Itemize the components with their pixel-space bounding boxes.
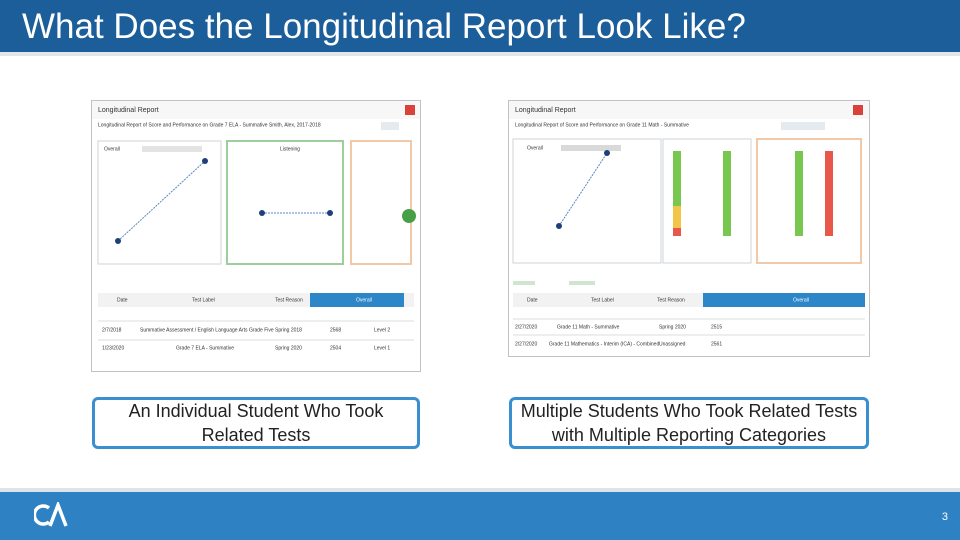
page-number: 3: [941, 511, 948, 523]
category-card: [756, 138, 862, 264]
report-subtitle: Longitudinal Report of Score and Perform…: [98, 122, 321, 128]
window-header: [509, 101, 869, 119]
point: [202, 158, 208, 164]
cell: Grade 11 Mathematics - Interim (ICA) - C…: [549, 341, 659, 347]
column-header: Date: [117, 297, 128, 303]
footer-rule: [0, 488, 960, 492]
title-rule: [0, 52, 960, 56]
point: [259, 210, 265, 216]
next-card: [350, 140, 412, 265]
score-toggle: [142, 146, 202, 152]
cell: Grade 7 ELA - Summative: [176, 345, 234, 351]
overall-header: [310, 293, 404, 307]
listening-card: [226, 140, 344, 265]
window-header: [92, 101, 420, 119]
bar-segment: [825, 151, 833, 236]
column-header: Overall: [793, 297, 809, 303]
point: [556, 223, 562, 229]
cell: 2568: [330, 327, 341, 333]
bar-segment: [673, 228, 681, 236]
caption: An Individual Student Who Took Related T…: [92, 397, 420, 449]
cell: 2/27/2020: [515, 341, 537, 347]
trend-line: [558, 152, 608, 227]
column-header: Test Label: [192, 297, 215, 303]
cell: Unassigned: [659, 341, 686, 347]
caption: Multiple Students Who Took Related Tests…: [509, 397, 869, 449]
legend-swatch: [513, 281, 535, 285]
slide-title: What Does the Longitudinal Report Look L…: [22, 7, 746, 46]
tab-label: Listening: [280, 146, 300, 152]
logo: [34, 502, 68, 527]
cell: Summative Assessment / English Language …: [140, 327, 274, 333]
column-header: Date: [527, 297, 538, 303]
close-button: [405, 105, 415, 115]
point: [604, 150, 610, 156]
window-title: Longitudinal Report: [98, 107, 159, 114]
cell: Spring 2018: [275, 327, 302, 333]
tab-label: Overall: [104, 146, 120, 152]
cell: Spring 2020: [275, 345, 302, 351]
tab-label: Overall: [527, 145, 543, 151]
footer-bar: 3: [0, 492, 960, 540]
column-header: Test Label: [591, 297, 614, 303]
cell: 2/7/2018: [102, 327, 122, 333]
column-header: Test Reason: [657, 297, 685, 303]
overall-card: [512, 138, 662, 264]
cell: Level 1: [374, 345, 390, 351]
cell: Grade 11 Math - Summative: [557, 324, 620, 330]
score-toggle: [561, 145, 621, 151]
cell: Spring 2020: [659, 324, 686, 330]
cell: 2504: [330, 345, 341, 351]
bar-segment: [673, 151, 681, 206]
cell: Level 2: [374, 327, 390, 333]
logo-c: [34, 504, 51, 526]
point: [327, 210, 333, 216]
cell: 2561: [711, 341, 722, 347]
report-subtitle: Longitudinal Report of Score and Perform…: [515, 122, 689, 128]
bar-segment: [723, 151, 731, 236]
screenshot-multiple: Longitudinal Report Longitudinal Report …: [508, 100, 870, 357]
point: [115, 238, 121, 244]
title-bar: What Does the Longitudinal Report Look L…: [0, 0, 960, 52]
bar-segment: [673, 206, 681, 228]
menu-icon: [781, 122, 825, 130]
window-title: Longitudinal Report: [515, 107, 576, 114]
cell: 2/27/2020: [515, 324, 537, 330]
next-arrow: [402, 209, 416, 223]
cell: 2515: [711, 324, 722, 330]
cell: 1/23/2020: [102, 345, 124, 351]
column-header: Overall: [356, 297, 372, 303]
bar-segment: [795, 151, 803, 236]
menu-icon: [381, 122, 399, 130]
screenshot-individual: Longitudinal Report Longitudinal Report …: [91, 100, 421, 372]
close-button: [853, 105, 863, 115]
trend-line: [117, 160, 206, 242]
overall-header: [703, 293, 865, 307]
logo-a: [48, 502, 68, 527]
legend-swatch: [569, 281, 595, 285]
column-header: Test Reason: [275, 297, 303, 303]
